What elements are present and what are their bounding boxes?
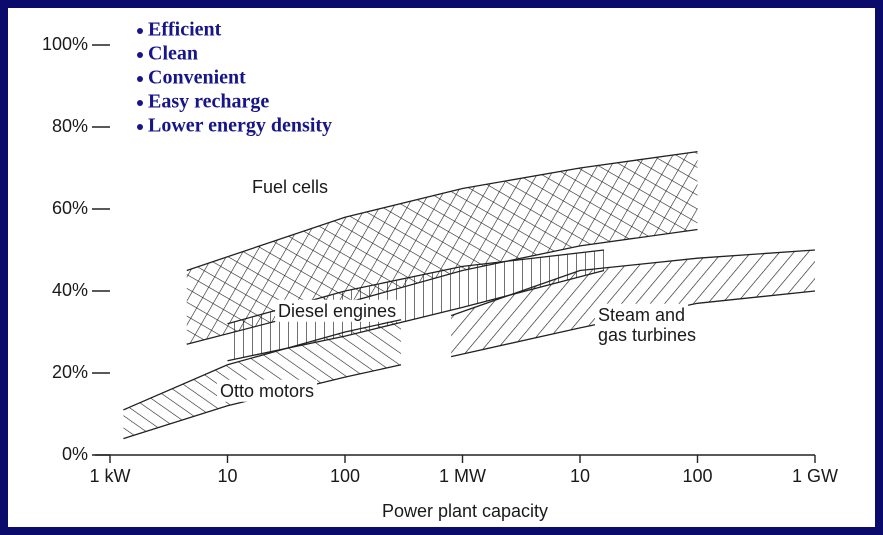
y-tick-label: 0%: [62, 444, 88, 464]
bullet: [137, 28, 143, 34]
band-upper: [450, 249, 816, 317]
x-tick-label: 10: [570, 466, 590, 486]
band-fill: [123, 319, 402, 439]
label-bg: [217, 379, 318, 402]
bullet: [137, 100, 143, 106]
label-bg: [595, 323, 700, 346]
bullet: [137, 124, 143, 130]
x-tick-label: 100: [330, 466, 360, 486]
note: Convenient: [148, 67, 246, 89]
label-bg: [595, 303, 689, 326]
series-label: Otto motors: [220, 381, 314, 401]
note: Efficient: [148, 19, 222, 41]
x-tick-label: 1 MW: [439, 466, 486, 486]
series-label: gas turbines: [598, 325, 696, 345]
band-fill: [186, 151, 698, 345]
bullet: [137, 76, 143, 82]
x-tick-label: 1 kW: [89, 466, 130, 486]
x-tick-label: 10: [217, 466, 237, 486]
y-tick-label: 80%: [52, 116, 88, 136]
note: Lower energy density: [148, 115, 332, 137]
label-bg: [248, 175, 332, 198]
band-fill: [451, 250, 815, 357]
band-upper: [186, 150, 698, 272]
band-upper: [123, 319, 402, 411]
y-tick-label: 60%: [52, 198, 88, 218]
x-tick-label: 1 GW: [792, 466, 838, 486]
series-label: Fuel cells: [252, 177, 328, 197]
y-tick-label: 20%: [52, 362, 88, 382]
bullet: [137, 52, 143, 58]
y-tick-label: 40%: [52, 280, 88, 300]
x-axis-label: Power plant capacity: [382, 501, 548, 521]
band-fill: [227, 250, 604, 361]
series-label: Steam and: [598, 305, 685, 325]
x-tick-label: 100: [682, 466, 712, 486]
note: Clean: [148, 43, 198, 65]
note: Easy recharge: [148, 91, 269, 113]
series-label: Diesel engines: [278, 301, 396, 321]
label-bg: [275, 299, 400, 322]
y-tick-label: 100%: [42, 34, 88, 54]
